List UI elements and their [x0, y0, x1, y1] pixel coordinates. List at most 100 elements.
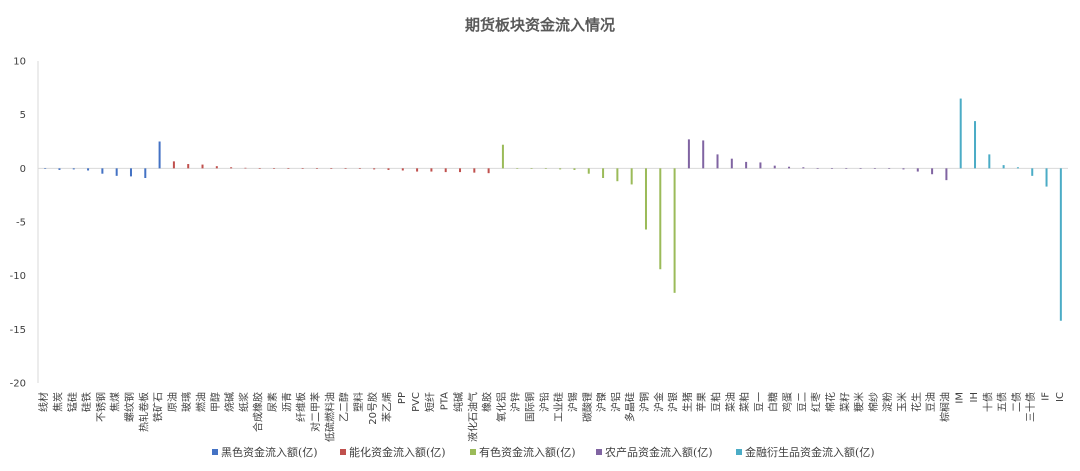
category-label: 沪银 [667, 392, 680, 412]
bar-沪铝 [616, 168, 619, 182]
bar-棕榈油 [945, 168, 948, 181]
category-label: 沪铜 [638, 392, 651, 412]
y-tick-label: -20 [10, 379, 26, 390]
legend-entry: 能化资金流入额(亿) [349, 445, 446, 459]
bar-尿素 [273, 168, 276, 169]
bar-鸡蛋 [788, 166, 791, 169]
category-label: 花生 [910, 392, 923, 412]
bar-不锈钢 [101, 168, 104, 174]
category-label: 对二甲苯 [309, 392, 322, 432]
bar-红枣 [816, 168, 819, 169]
category-label: 液化石油气 [466, 392, 479, 442]
bar-原油 [172, 161, 175, 169]
bar-热轧卷板 [144, 168, 147, 178]
category-label: 三十债 [1024, 392, 1037, 422]
bar-沪金 [659, 168, 662, 270]
bar-甲醇 [215, 166, 218, 169]
category-label: PVC [411, 392, 422, 412]
bar-生猪 [687, 139, 690, 169]
legend-entry: 农产品资金流入额(亿) [605, 445, 713, 459]
category-label: 螺纹钢 [123, 392, 136, 422]
category-label: 甲醇 [209, 392, 222, 412]
bar-粳米 [859, 168, 862, 169]
bar-豆二 [802, 167, 805, 169]
bar-沪铅 [544, 168, 547, 169]
category-label: 淀粉 [881, 392, 894, 412]
category-label: 短纤 [423, 392, 436, 412]
category-label: 鸡蛋 [781, 392, 794, 412]
bar-线材 [44, 168, 47, 169]
category-label: 橡胶 [481, 392, 494, 412]
category-label: 焦煤 [109, 392, 122, 412]
category-label: 棉花 [824, 392, 837, 412]
bar-IC [1059, 168, 1062, 321]
y-tick-label: 0 [20, 164, 26, 175]
bar-烧碱 [230, 167, 233, 169]
category-label: 红枣 [810, 392, 823, 412]
bar-PVC [416, 168, 419, 172]
category-label: 玻璃 [180, 392, 193, 412]
category-label: PTA [440, 392, 451, 410]
category-label: 苯乙烯 [380, 392, 393, 422]
category-label: 豆二 [796, 392, 808, 412]
chart-title: 期货板块资金流入情况 [465, 16, 615, 34]
bar-IH [974, 121, 977, 169]
bar-菜粕 [745, 161, 748, 169]
bar-硅铁 [87, 168, 90, 171]
bar-layer [44, 98, 1062, 321]
bar-沪锡 [573, 168, 576, 170]
bar-玉米 [902, 168, 905, 170]
category-label: 玉米 [895, 392, 908, 412]
category-label: 豆粕 [710, 392, 723, 412]
category-label: 菜籽 [839, 392, 851, 412]
bar-IF [1045, 168, 1048, 187]
category-label: 锰硅 [66, 392, 79, 412]
bar-短纤 [430, 168, 433, 172]
y-tick-label: -15 [10, 325, 26, 336]
bar-二债 [1016, 167, 1019, 169]
category-label: 低硫燃料油 [323, 392, 336, 442]
bar-沪铜 [644, 168, 647, 230]
category-label: 二债 [1010, 392, 1023, 412]
category-label: 碳酸锂 [581, 392, 594, 422]
bar-纯碱 [459, 168, 462, 173]
category-label: 合成橡胶 [252, 392, 265, 432]
category-label: 烧碱 [223, 392, 236, 412]
bar-多晶硅 [630, 168, 633, 185]
category-label: 尿素 [266, 392, 279, 412]
bar-沪银 [673, 168, 676, 293]
category-label: 豆一 [753, 392, 765, 412]
bar-菜籽 [845, 168, 848, 169]
bar-IM [959, 98, 962, 169]
bar-低硫燃料油 [330, 168, 333, 169]
legend-swatch [470, 449, 476, 455]
legend-swatch [736, 449, 742, 455]
category-label: 沪锡 [566, 392, 579, 412]
bar-合成橡胶 [258, 168, 261, 169]
bar-燃油 [201, 164, 204, 169]
bar-十债 [988, 154, 991, 169]
bar-对二甲苯 [315, 168, 318, 169]
bar-豆油 [931, 168, 934, 175]
category-label: 豆油 [924, 392, 937, 412]
bar-焦煤 [115, 168, 118, 176]
y-tick-label: -5 [16, 218, 26, 229]
bar-国际铜 [530, 168, 533, 169]
category-label: 沪锌 [509, 392, 522, 412]
category-label: 乙二醇 [338, 392, 351, 422]
bar-锰硅 [72, 168, 75, 170]
bar-焦炭 [58, 168, 61, 170]
bar-铁矿石 [158, 141, 161, 169]
category-label: 硅铁 [80, 392, 93, 412]
legend-entry: 黑色资金流入额(亿) [221, 445, 318, 459]
category-label: 棕榈油 [938, 392, 951, 422]
category-label: 五债 [996, 392, 1009, 412]
category-label: 国际铜 [525, 392, 537, 422]
category-label: 多晶硅 [624, 392, 637, 422]
bar-花生 [916, 168, 919, 172]
axis-layer: 10 5 0 -5 -10 -15 -20 [10, 57, 1068, 390]
category-label: 棉纱 [867, 392, 880, 412]
category-label: 沥青 [280, 392, 293, 412]
y-tick-label: 10 [13, 57, 26, 68]
